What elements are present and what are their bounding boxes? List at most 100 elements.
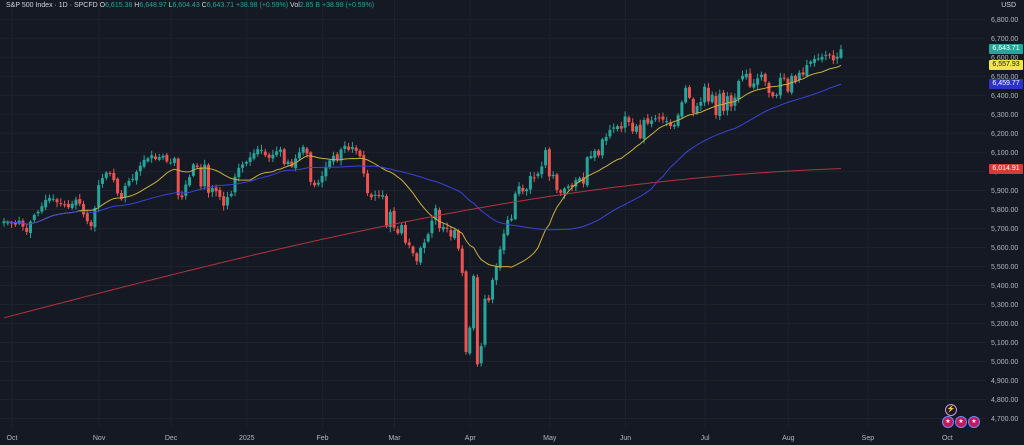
y-tick-label: 5,600.00 — [991, 245, 1018, 252]
candle-body — [809, 61, 813, 64]
price-axis: 4,700.00 4,800.00 4,900.00 5,000.00 5,100.00… — [991, 17, 1018, 423]
candle-body — [616, 126, 620, 130]
x-tick-label: Oct — [7, 435, 18, 442]
candle-body — [456, 230, 460, 249]
candle-body — [653, 118, 657, 120]
ma-mid-badge: 6,459.77 — [989, 79, 1023, 90]
candle-body — [434, 208, 438, 220]
candle-body — [786, 78, 790, 92]
candle-body — [358, 150, 362, 157]
currency-label[interactable]: USD — [1001, 2, 1016, 9]
candle-body — [415, 253, 419, 262]
y-tick-label: 6,100.00 — [991, 150, 1018, 157]
candle-body — [831, 55, 835, 61]
candle-body — [491, 279, 495, 300]
candle-body — [487, 297, 491, 301]
candle-body — [540, 166, 544, 175]
candle-body — [767, 82, 771, 93]
candle-body — [536, 173, 540, 177]
candle-body — [127, 180, 131, 186]
candle-body — [13, 222, 17, 225]
lightning-icon[interactable]: ⚡ — [945, 404, 957, 416]
candle-body — [203, 164, 207, 187]
candle-body — [116, 178, 120, 194]
candle-body — [631, 122, 635, 132]
candle-body — [706, 87, 710, 102]
ma-long-line — [3, 168, 842, 319]
candle-body — [25, 227, 29, 232]
candle-body — [214, 187, 218, 192]
candle-body — [797, 72, 801, 81]
candle-body — [619, 126, 623, 129]
candle-body — [509, 218, 513, 221]
candle-body — [502, 233, 506, 251]
candle-body — [483, 298, 487, 345]
open-label: O — [99, 2, 106, 9]
x-tick-label: Dec — [165, 435, 178, 442]
candle-body — [820, 56, 824, 60]
candle-body — [10, 222, 14, 224]
candle-body — [388, 211, 392, 228]
candle-body — [66, 203, 70, 208]
candle-body — [756, 78, 760, 85]
candle-body — [759, 74, 763, 78]
candle-body — [453, 229, 457, 239]
symbol-title[interactable]: S&P 500 Index · 1D · SPCFD — [6, 2, 98, 9]
candle-body — [578, 178, 582, 182]
x-tick-label: Sep — [862, 435, 875, 442]
candle-body — [32, 214, 36, 221]
y-tick-label: 5,800.00 — [991, 207, 1018, 214]
event-markers[interactable]: ★ ★ ★ — [942, 416, 980, 428]
us-flag-icon[interactable]: ★ — [955, 416, 967, 428]
candle-body — [142, 159, 146, 167]
candle-body — [650, 120, 654, 124]
symbol-header: S&P 500 Index · 1D · SPCFD O6,615.38 H6,… — [6, 2, 374, 9]
candle-body — [373, 194, 377, 196]
candle-body — [222, 196, 226, 206]
candle-body — [665, 121, 669, 123]
candle-body — [562, 188, 566, 194]
candle-body — [839, 49, 843, 58]
candle-body — [627, 117, 631, 123]
candle-body — [74, 199, 78, 206]
y-tick-label: 4,900.00 — [991, 378, 1018, 385]
candle-body — [430, 220, 434, 234]
candle-body — [714, 95, 718, 115]
candle-body — [256, 149, 260, 155]
candle-body — [729, 95, 733, 107]
candle-body — [377, 194, 381, 196]
us-flag-icon[interactable]: ★ — [968, 416, 980, 428]
candle-body — [445, 227, 449, 229]
low-label: L — [168, 2, 173, 9]
us-flag-icon[interactable]: ★ — [942, 416, 954, 428]
candle-body — [218, 189, 222, 197]
candle-body — [36, 211, 40, 214]
x-tick-label: Apr — [465, 435, 477, 442]
candle-body — [551, 174, 555, 177]
last-price-badge: 6,643.71 — [989, 44, 1023, 55]
candle-body — [297, 152, 301, 159]
candle-body — [6, 222, 10, 224]
candle-body — [597, 150, 601, 156]
candle-body — [210, 188, 214, 193]
candle-body — [722, 92, 726, 111]
candle-body — [608, 130, 612, 137]
candle-body — [464, 271, 468, 352]
candle-body — [570, 184, 574, 188]
candle-body — [320, 176, 324, 183]
y-tick-label: 5,500.00 — [991, 264, 1018, 271]
candle-body — [335, 154, 339, 160]
change-value: +38.98 (+0.59%) — [235, 2, 289, 9]
candle-body — [559, 190, 563, 193]
candle-body — [805, 65, 809, 76]
candle-body — [710, 94, 714, 103]
candle-body — [475, 277, 479, 365]
candle-body — [646, 118, 650, 124]
candle-body — [812, 58, 816, 63]
candle-body — [119, 193, 123, 200]
candle-body — [672, 124, 676, 127]
close-value: 6,643.71 — [206, 2, 234, 9]
candle-body — [782, 77, 786, 79]
candle-body — [305, 148, 309, 154]
